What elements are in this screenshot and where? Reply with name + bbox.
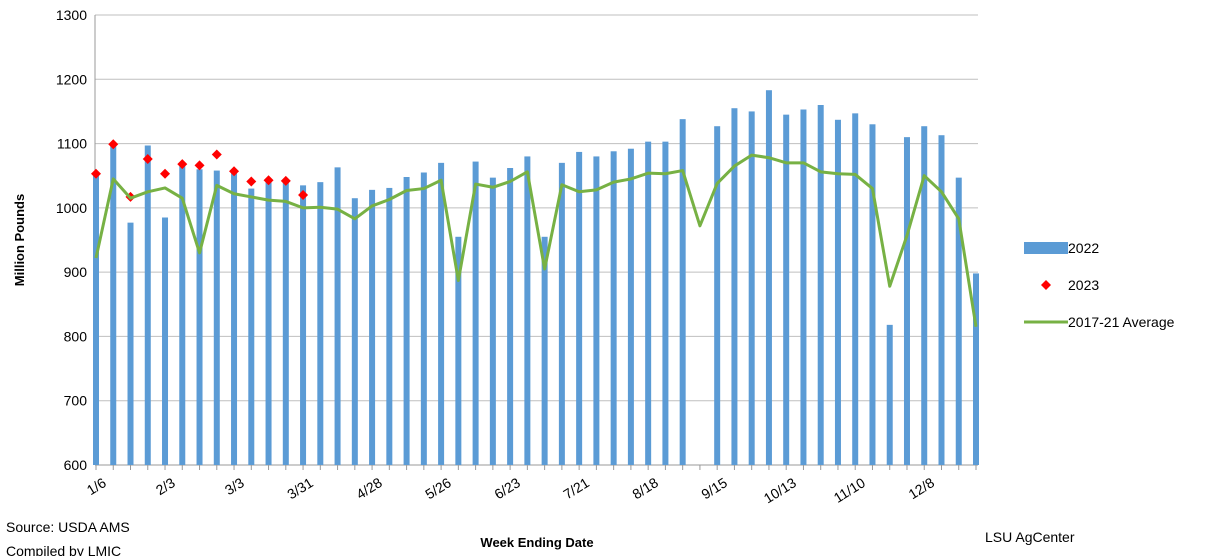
bar	[645, 141, 652, 465]
bar	[386, 187, 393, 465]
y-tick-label: 1100	[57, 136, 87, 152]
y-tick-label: 900	[64, 264, 88, 280]
bar	[593, 156, 600, 465]
bar	[300, 185, 307, 465]
bar	[921, 126, 928, 465]
bar	[144, 145, 151, 465]
bar	[438, 162, 445, 465]
bar	[420, 172, 427, 465]
x-tick-label: 5/26	[422, 474, 454, 502]
point	[108, 139, 119, 150]
bar	[524, 156, 531, 465]
point	[246, 176, 257, 187]
x-tick-label: 8/18	[629, 474, 661, 502]
bar	[731, 108, 738, 465]
x-tick-label: 2/3	[153, 474, 178, 498]
y-tick-label: 800	[64, 328, 88, 344]
bar	[610, 151, 617, 466]
x-tick-label: 4/28	[353, 474, 385, 502]
bar	[558, 162, 565, 465]
point	[160, 168, 171, 179]
bar	[541, 236, 548, 465]
bar	[351, 198, 358, 465]
bar	[248, 188, 255, 466]
bar	[162, 217, 169, 465]
bar	[714, 126, 721, 465]
legend-label: 2022	[1068, 240, 1099, 256]
bar	[93, 175, 99, 465]
bar	[127, 222, 134, 465]
x-tick-label: 1/6	[84, 474, 109, 498]
x-tick-label: 7/21	[560, 474, 592, 502]
legend-label: 2017-21 Average	[1068, 314, 1175, 330]
bar	[369, 189, 376, 465]
bar	[265, 182, 272, 465]
bar	[231, 172, 238, 465]
y-tick-label: 1300	[56, 7, 87, 23]
credit-note: LSU AgCenter	[985, 529, 1075, 545]
x-tick-label: 3/31	[284, 474, 316, 502]
bar	[576, 151, 583, 465]
bar	[455, 236, 462, 465]
source-note: Source: USDA AMS	[6, 519, 130, 535]
y-axis-title: Million Pounds	[12, 194, 27, 286]
bar	[282, 180, 289, 465]
bar	[817, 105, 824, 465]
bar	[213, 170, 220, 466]
point	[142, 154, 153, 164]
x-tick-label: 12/8	[905, 474, 937, 502]
bar	[627, 148, 634, 465]
bar	[489, 177, 496, 465]
bar	[662, 141, 669, 465]
bar	[179, 166, 186, 466]
point	[194, 160, 205, 171]
bar	[679, 119, 686, 466]
compiled-note: Compiled by LMIC	[6, 543, 121, 556]
legend-swatch	[1024, 242, 1068, 254]
bar	[852, 113, 859, 465]
y-tick-label: 1200	[56, 71, 87, 87]
x-tick-label: 6/23	[491, 474, 523, 502]
bar	[903, 137, 910, 465]
bar	[196, 169, 203, 466]
point	[298, 190, 309, 200]
x-axis-title: Week Ending Date	[480, 535, 593, 550]
point	[263, 175, 274, 186]
bar	[110, 143, 117, 466]
bar	[334, 167, 341, 465]
x-tick-label: 10/13	[761, 474, 799, 506]
bar	[886, 324, 893, 465]
point	[211, 149, 222, 160]
bar	[938, 135, 945, 465]
point	[91, 168, 101, 179]
x-tick-label: 3/3	[222, 474, 247, 498]
point	[280, 175, 291, 186]
bar	[955, 177, 962, 465]
bar	[317, 182, 324, 465]
bar	[765, 90, 772, 465]
line	[94, 153, 978, 328]
bar	[403, 177, 410, 465]
y-tick-label: 700	[64, 393, 88, 409]
bar	[507, 168, 514, 465]
bar	[748, 111, 755, 465]
bar	[472, 161, 479, 466]
y-tick-label: 600	[64, 457, 88, 473]
point	[177, 159, 188, 170]
bar	[973, 273, 979, 465]
bar	[783, 114, 790, 466]
legend-label: 2023	[1068, 277, 1099, 293]
legend-swatch	[1041, 280, 1051, 290]
bar	[800, 109, 807, 465]
bar	[834, 119, 841, 466]
point	[229, 166, 240, 177]
y-tick-label: 1000	[56, 200, 87, 216]
bar	[869, 124, 876, 466]
x-tick-label: 9/15	[698, 474, 730, 502]
x-tick-label: 11/10	[831, 474, 868, 506]
